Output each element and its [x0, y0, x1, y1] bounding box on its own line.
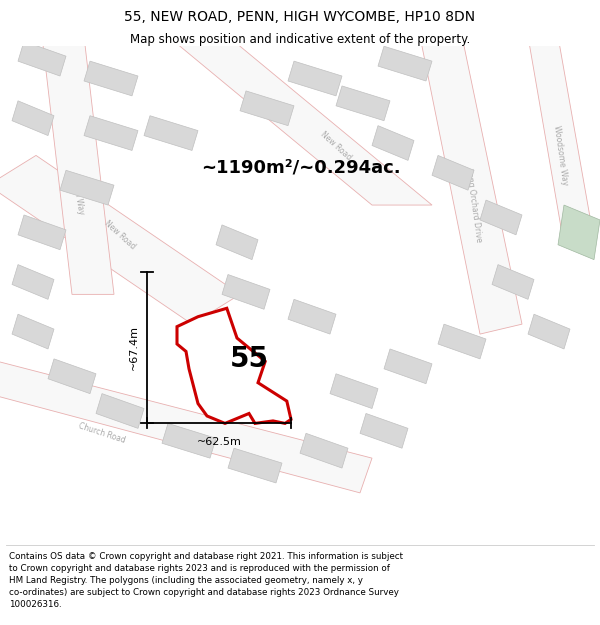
Polygon shape: [492, 264, 534, 299]
Text: Tapin Way: Tapin Way: [70, 175, 86, 215]
Polygon shape: [288, 299, 336, 334]
Polygon shape: [60, 170, 114, 205]
Polygon shape: [480, 200, 522, 235]
Text: 55, NEW ROAD, PENN, HIGH WYCOMBE, HP10 8DN: 55, NEW ROAD, PENN, HIGH WYCOMBE, HP10 8…: [124, 10, 476, 24]
Polygon shape: [144, 116, 198, 151]
Polygon shape: [288, 61, 342, 96]
Polygon shape: [222, 274, 270, 309]
Text: Contains OS data © Crown copyright and database right 2021. This information is : Contains OS data © Crown copyright and d…: [9, 552, 403, 609]
Text: Long Orchard Drive: Long Orchard Drive: [464, 168, 484, 242]
Polygon shape: [84, 61, 138, 96]
Polygon shape: [558, 205, 600, 259]
Polygon shape: [162, 423, 216, 458]
Polygon shape: [528, 314, 570, 349]
Polygon shape: [330, 374, 378, 409]
Text: Map shows position and indicative extent of the property.: Map shows position and indicative extent…: [130, 33, 470, 46]
Polygon shape: [528, 36, 594, 245]
Polygon shape: [360, 414, 408, 448]
Polygon shape: [384, 349, 432, 384]
Text: ~67.4m: ~67.4m: [129, 325, 139, 370]
Polygon shape: [96, 394, 144, 428]
Polygon shape: [438, 324, 486, 359]
Text: 55: 55: [229, 345, 269, 373]
Text: New Road: New Road: [319, 129, 353, 162]
Polygon shape: [300, 433, 348, 468]
Polygon shape: [84, 116, 138, 151]
Polygon shape: [240, 91, 294, 126]
Polygon shape: [216, 225, 258, 259]
Polygon shape: [336, 86, 390, 121]
Polygon shape: [12, 101, 54, 136]
Polygon shape: [12, 264, 54, 299]
Polygon shape: [42, 36, 114, 294]
Polygon shape: [372, 126, 414, 161]
Text: Church Road: Church Road: [77, 421, 127, 445]
Polygon shape: [168, 36, 432, 205]
Polygon shape: [18, 215, 66, 250]
Polygon shape: [48, 359, 96, 394]
Text: ~62.5m: ~62.5m: [197, 438, 241, 448]
Polygon shape: [420, 36, 522, 334]
Polygon shape: [228, 448, 282, 483]
Polygon shape: [18, 41, 66, 76]
Polygon shape: [12, 314, 54, 349]
Polygon shape: [0, 359, 372, 493]
Polygon shape: [432, 156, 474, 190]
Polygon shape: [0, 156, 240, 324]
Text: Woodsome Way: Woodsome Way: [553, 125, 569, 186]
Polygon shape: [177, 308, 291, 423]
Text: ~1190m²/~0.294ac.: ~1190m²/~0.294ac.: [201, 159, 401, 177]
Polygon shape: [378, 46, 432, 81]
Text: New Road: New Road: [103, 219, 137, 251]
